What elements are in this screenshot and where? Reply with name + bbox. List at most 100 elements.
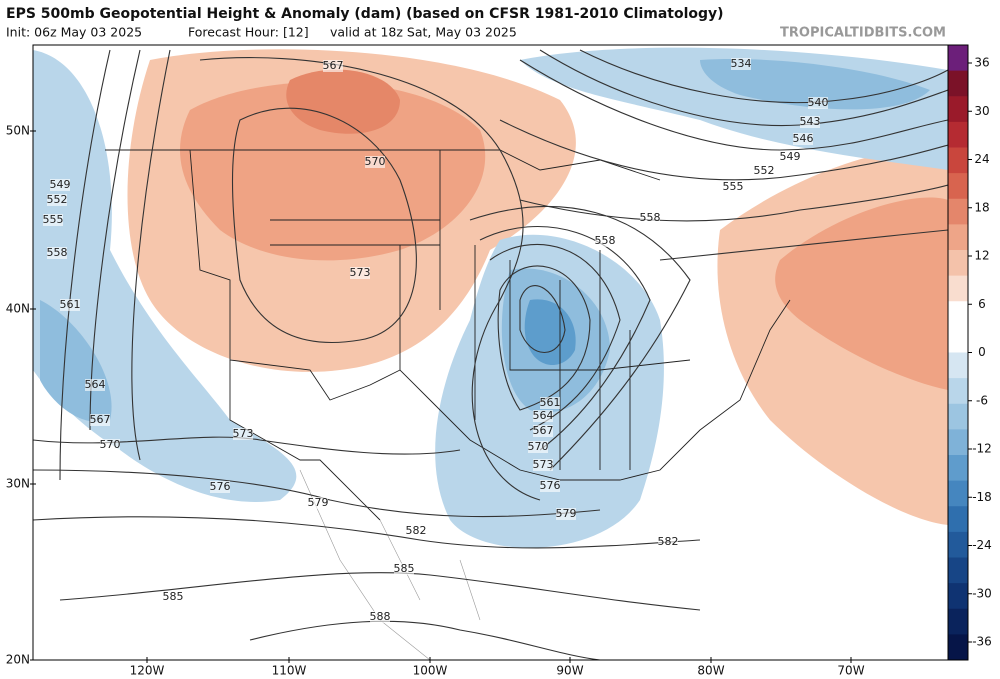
lat-label: 30N: [6, 477, 30, 491]
lon-label: 90W: [556, 664, 583, 678]
contour-label: 570: [528, 440, 549, 453]
contour-label: 534: [731, 57, 752, 70]
valid-time: valid at 18z Sat, May 03 2025: [330, 25, 517, 40]
contour-label-bg: [350, 267, 370, 279]
contour-label-bg: [640, 212, 660, 224]
contour-label: 558: [47, 246, 68, 259]
contour-label-bg: [406, 525, 426, 537]
contour-label: 576: [210, 480, 231, 493]
contour-label: 573: [533, 458, 554, 471]
colorbar-segment: [948, 45, 968, 72]
colorbar-label: 12: [974, 249, 989, 263]
colorbar-segment: [948, 403, 968, 430]
contour-label-bg: [365, 156, 385, 168]
colorbar-segment: [948, 634, 968, 661]
colorbar-label: -30: [972, 586, 992, 600]
colorbar-label: 24: [974, 152, 989, 166]
lat-label: 20N: [6, 653, 30, 667]
contour-label: 564: [533, 409, 554, 422]
contour-label-bg: [528, 441, 548, 453]
contour-label-bg: [808, 97, 828, 109]
colorbar-label: 30: [974, 104, 989, 118]
contour-label: 585: [163, 590, 184, 603]
contour-label: 582: [658, 535, 679, 548]
contour-label: 582: [406, 524, 427, 537]
contour-label-bg: [800, 116, 820, 128]
contour-label: 543: [800, 115, 821, 128]
contour-label: 585: [394, 562, 415, 575]
lon-label: 100W: [413, 664, 448, 678]
contour-label: 546: [793, 132, 814, 145]
title: EPS 500mb Geopotential Height & Anomaly …: [6, 6, 724, 22]
lat-label: 50N: [6, 124, 30, 138]
contour-label-bg: [210, 481, 230, 493]
colorbar-segment: [948, 70, 968, 97]
colorbar-segment: [948, 147, 968, 174]
contour-label: 579: [308, 496, 329, 509]
colorbar-label: -36: [972, 635, 992, 649]
contour-label: 561: [540, 396, 561, 409]
contour-label: 567: [533, 424, 554, 437]
contour-label: 564: [85, 378, 106, 391]
contour-label-bg: [370, 611, 390, 623]
contour-label: 579: [556, 507, 577, 520]
forecast-hour: Forecast Hour: [12]: [188, 25, 309, 40]
colorbar-segment: [948, 506, 968, 533]
contour-label-bg: [533, 410, 553, 422]
colorbar-segment: [948, 326, 968, 353]
contour-label-bg: [308, 497, 328, 509]
contour-label-bg: [163, 591, 183, 603]
colorbar-segment: [948, 198, 968, 225]
contour-label-bg: [533, 425, 553, 437]
contour-label: 570: [100, 438, 121, 451]
contour-label-bg: [47, 194, 67, 206]
contour-label: 567: [323, 59, 344, 72]
colorbar-segment: [948, 378, 968, 405]
lon-label: 80W: [697, 664, 724, 678]
colorbar-segment: [948, 455, 968, 482]
contour-label: 567: [90, 413, 111, 426]
colorbar-segment: [948, 173, 968, 200]
contour-label-bg: [780, 151, 800, 163]
contour-label: 552: [754, 164, 775, 177]
contour-label-bg: [793, 133, 813, 145]
colorbar-segment: [948, 301, 968, 328]
colorbar-label: -18: [972, 490, 992, 504]
contour-label: 555: [723, 180, 744, 193]
contour-label: 573: [233, 427, 254, 440]
lon-label: 70W: [837, 664, 864, 678]
contour-label: 552: [47, 193, 68, 206]
contour-label-bg: [394, 563, 414, 575]
colorbar-segment: [948, 557, 968, 584]
contour-label-bg: [723, 181, 743, 193]
colorbar-segment: [948, 429, 968, 456]
contour-label-bg: [90, 414, 110, 426]
contour-label-bg: [47, 247, 67, 259]
contour-label-bg: [540, 397, 560, 409]
colorbar-segment: [948, 352, 968, 379]
init-time: Init: 06z May 03 2025: [6, 25, 142, 40]
colorbar-segment: [948, 480, 968, 507]
contour-label-bg: [50, 179, 70, 191]
contour-label: 549: [780, 150, 801, 163]
contour-label-bg: [533, 459, 553, 471]
contour-label: 576: [540, 479, 561, 492]
colorbar-label: -24: [972, 538, 992, 552]
contour-label: 588: [370, 610, 391, 623]
contour-label-bg: [43, 214, 63, 226]
colorbar-label: 6: [978, 297, 986, 311]
contour-label: 549: [50, 178, 71, 191]
contour-label-bg: [556, 508, 576, 520]
contour-label-bg: [100, 439, 120, 451]
lon-label: 120W: [130, 664, 165, 678]
lon-label: 110W: [272, 664, 307, 678]
colorbar-segment: [948, 96, 968, 123]
colorbar-segment: [948, 275, 968, 302]
colorbar-segment: [948, 531, 968, 558]
contour-label-bg: [658, 536, 678, 548]
colorbar-segment: [948, 121, 968, 148]
contour-label-bg: [323, 60, 343, 72]
colorbar: 36 30 24 18 12 6 0 -6 -12 -18 -24 -30 -36: [947, 44, 992, 661]
colorbar-segment: [948, 250, 968, 277]
